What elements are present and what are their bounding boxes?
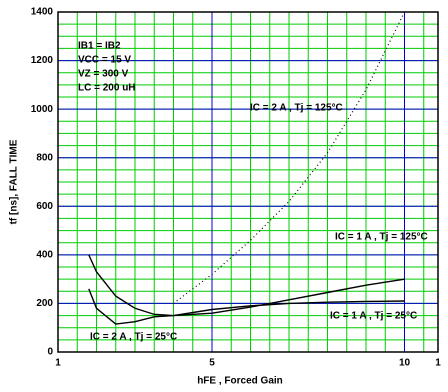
y-tick-label: 800 — [36, 152, 53, 163]
y-tick-label: 1000 — [31, 104, 54, 115]
y-tick-label: 1200 — [31, 55, 54, 66]
x-tick-label: 1 — [55, 358, 61, 369]
annotation: IC = 2 A , Tj = 125°C — [250, 103, 343, 114]
y-tick-label: 200 — [36, 298, 53, 309]
y-tick-label: 400 — [36, 249, 53, 260]
plot-frame — [57, 11, 439, 353]
condition-text: LC = 200 uH — [78, 83, 136, 94]
y-tick-label: 600 — [36, 201, 53, 212]
condition-text: VCC = 15 V — [78, 55, 131, 66]
annotation: IC = 2 A , Tj = 25°C — [90, 332, 177, 343]
series-line — [88, 254, 405, 317]
condition-text: IB1 = IB2 — [78, 41, 121, 52]
series-line — [173, 11, 406, 304]
annotation: IC = 1 A , Tj = 25°C — [330, 311, 417, 322]
y-tick-label: 1400 — [31, 7, 54, 18]
condition-text: VZ = 300 V — [78, 69, 129, 80]
x-tick-label: 5 — [209, 358, 215, 369]
y-tick-label: 0 — [47, 347, 53, 358]
annotation: IC = 1 A , Tj = 125°C — [335, 232, 428, 243]
x-tick-label: 10 — [399, 358, 411, 369]
series-line — [88, 288, 405, 325]
x-tick-label: 1 — [435, 358, 441, 369]
x-axis-title: hFE , Forced Gain — [197, 376, 283, 387]
y-axis-title: tf [ns], FALL TIME — [9, 139, 20, 224]
